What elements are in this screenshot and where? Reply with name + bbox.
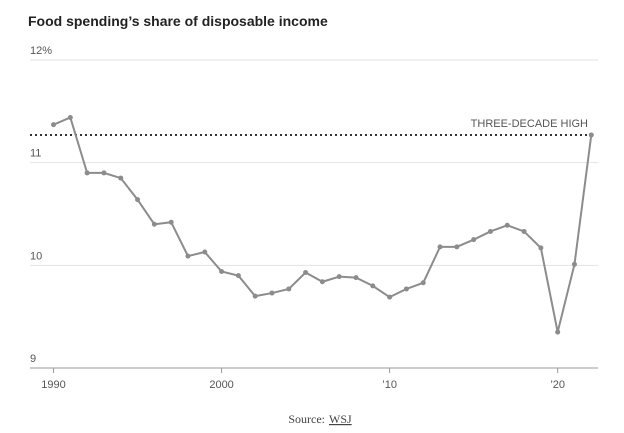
chart-title: Food spending’s share of disposable inco… — [28, 13, 328, 29]
point — [437, 244, 443, 250]
point — [336, 274, 342, 280]
x-tick-label: ’10 — [382, 379, 397, 391]
point — [185, 253, 191, 259]
source-label: Source: — [288, 412, 325, 426]
y-tick-label: 10 — [30, 250, 42, 262]
source-link[interactable]: WSJ — [329, 412, 352, 426]
point — [303, 270, 309, 276]
point — [403, 286, 409, 292]
y-tick-label: 12% — [30, 45, 52, 57]
line — [53, 116, 593, 333]
point — [286, 286, 292, 292]
point — [151, 221, 157, 227]
point — [67, 114, 73, 120]
point — [219, 268, 225, 274]
annotation: THREE-DECADE HIGH — [471, 118, 588, 130]
point — [353, 275, 359, 281]
point — [521, 228, 527, 234]
point — [487, 228, 493, 234]
point — [588, 132, 594, 138]
point — [135, 197, 141, 203]
point — [168, 219, 174, 225]
point — [420, 280, 426, 286]
x-tick-label: ’20 — [550, 379, 565, 391]
point — [571, 261, 577, 267]
point — [101, 170, 107, 176]
x-tick-label: 2000 — [209, 379, 233, 391]
point — [51, 122, 57, 128]
y-tick-label: 11 — [30, 148, 41, 160]
point — [454, 244, 460, 250]
point — [504, 222, 510, 228]
point — [118, 175, 124, 181]
point — [252, 293, 258, 299]
x-tick-label: 1990 — [41, 379, 65, 391]
point — [387, 294, 393, 300]
point — [235, 273, 241, 279]
point — [471, 237, 477, 243]
y-tick-label: 9 — [30, 353, 36, 365]
point — [555, 329, 561, 335]
point — [319, 279, 325, 285]
point — [538, 245, 544, 251]
point — [269, 290, 275, 296]
point — [84, 170, 90, 176]
point — [370, 283, 376, 289]
point — [202, 249, 208, 255]
